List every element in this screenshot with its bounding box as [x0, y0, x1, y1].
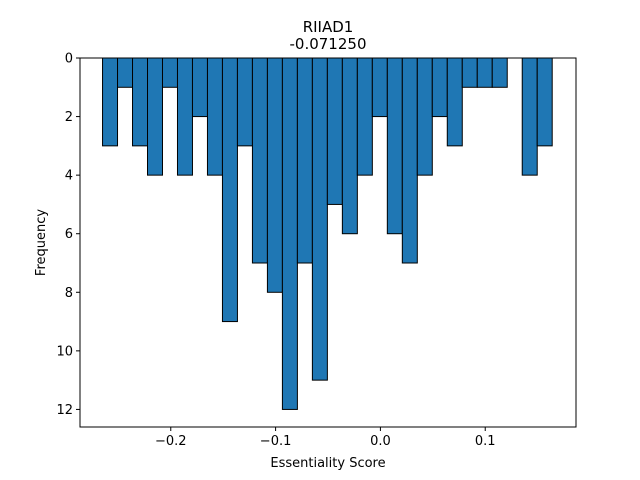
y-tick-label: 6	[65, 227, 73, 242]
histogram-bar	[176, 57, 193, 176]
histogram-bar	[251, 57, 268, 264]
histogram-bar	[147, 57, 163, 176]
histogram-bar	[431, 57, 448, 118]
histogram-bar	[461, 57, 478, 88]
x-tick-label: 0.0	[370, 434, 391, 449]
x-tick-label: −0.2	[155, 434, 187, 449]
histogram-bar	[521, 57, 538, 176]
histogram-bar	[476, 57, 493, 88]
y-tick-label: 12	[56, 403, 73, 418]
histogram-bar	[416, 57, 433, 176]
y-axis-label: Frequency	[34, 209, 49, 276]
histogram-bar	[491, 57, 508, 88]
histogram-bar	[311, 57, 328, 381]
chart-subtitle: -0.071250	[290, 35, 367, 53]
y-axis: 0 2 4 6 8 10 12	[56, 52, 80, 418]
histogram-bar	[326, 57, 343, 205]
plot-frame	[79, 57, 577, 428]
y-tick-label: 0	[65, 52, 73, 67]
histogram-bar	[117, 57, 134, 88]
chart-title: RIIAD1	[303, 18, 354, 36]
histogram-bar	[356, 57, 373, 176]
histogram-bar	[296, 57, 313, 264]
y-tick-label: 4	[65, 169, 73, 184]
histogram-bar	[386, 57, 403, 235]
histogram-bar	[281, 57, 298, 410]
histogram-bar	[266, 57, 283, 293]
histogram-bar	[236, 57, 253, 147]
histogram-bar	[371, 57, 388, 118]
histogram-bar	[161, 57, 178, 88]
histogram-bar	[536, 57, 553, 147]
histogram-bar	[132, 57, 149, 147]
histogram-bar	[102, 57, 119, 147]
x-axis-label: Essentiality Score	[270, 456, 385, 471]
histogram-bar	[206, 57, 223, 176]
x-axis: −0.2 −0.1 0.0 0.1	[155, 427, 496, 449]
x-tick-label: 0.1	[475, 434, 496, 449]
y-tick-label: 2	[65, 110, 73, 125]
x-tick-label: −0.1	[260, 434, 292, 449]
bars-group	[102, 57, 553, 410]
y-tick-label: 8	[65, 286, 73, 301]
histogram-bar	[221, 57, 238, 323]
histogram-bar	[191, 57, 208, 118]
histogram-bar	[401, 57, 418, 264]
y-tick-label: 10	[56, 344, 73, 359]
histogram-bar	[341, 57, 358, 235]
histogram-bar	[446, 57, 463, 147]
